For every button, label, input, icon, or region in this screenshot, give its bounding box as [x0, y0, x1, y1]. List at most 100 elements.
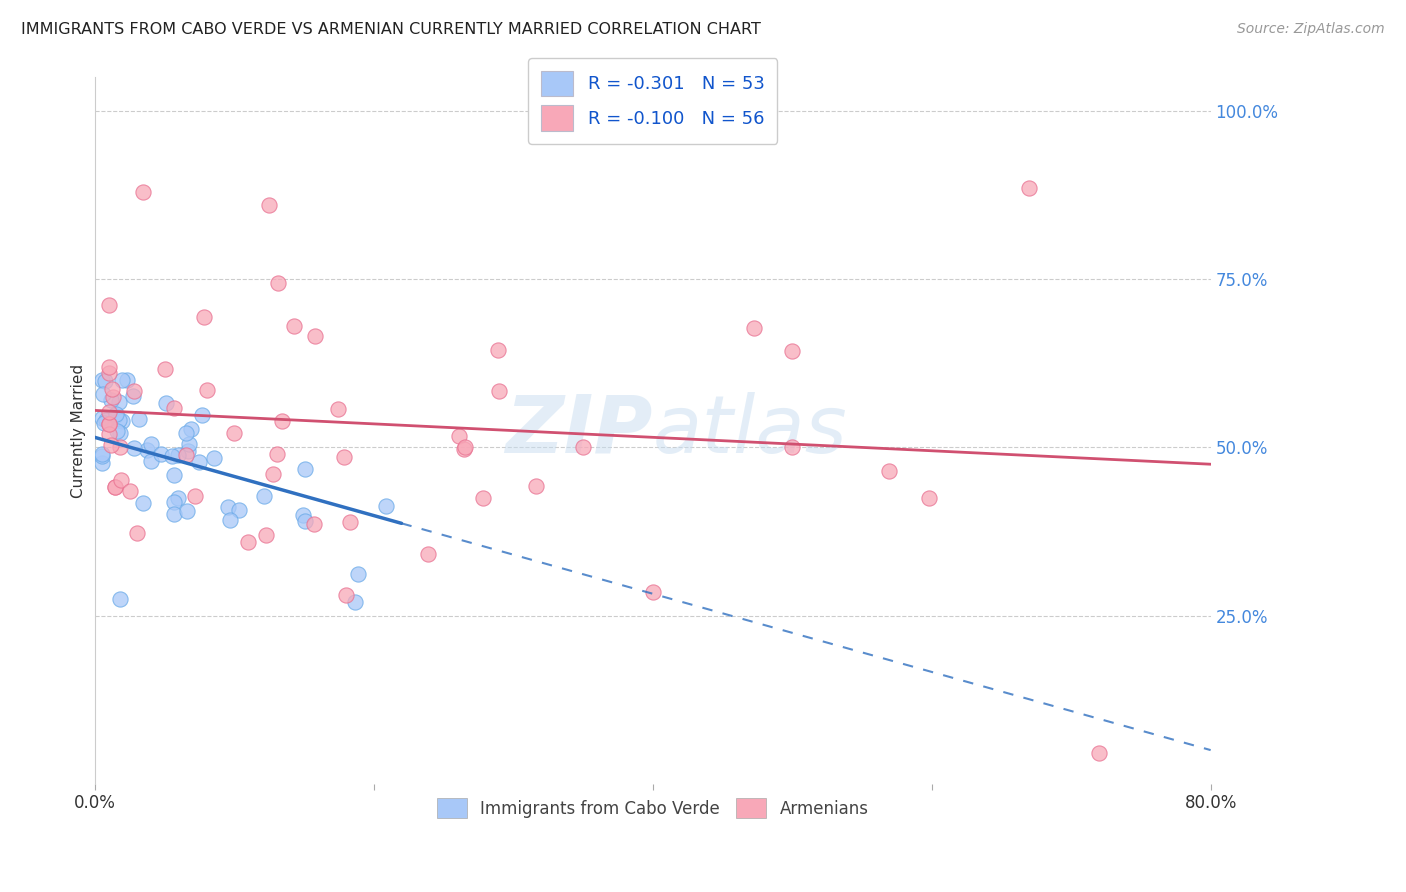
Text: atlas: atlas [652, 392, 848, 469]
Point [641, 585, 664, 599]
Point [262, 467, 284, 482]
Point [174, 425, 197, 440]
Point [97, 366, 120, 380]
Point [105, 424, 128, 438]
Point [97, 298, 120, 312]
Point [191, 408, 214, 422]
Text: IMMIGRANTS FROM CABO VERDE VS ARMENIAN CURRENTLY MARRIED CORRELATION CHART: IMMIGRANTS FROM CABO VERDE VS ARMENIAN C… [21, 22, 761, 37]
Point [97, 426, 120, 441]
Point [141, 436, 163, 450]
Point [454, 440, 477, 454]
Point [347, 567, 370, 582]
Point [163, 401, 186, 415]
Point [193, 310, 215, 324]
Point [488, 384, 510, 399]
Point [217, 500, 239, 514]
Point [163, 467, 186, 482]
Point [122, 441, 145, 455]
Point [150, 447, 173, 461]
Point [153, 362, 176, 376]
Point [486, 343, 509, 358]
Point [294, 514, 316, 528]
Point [195, 383, 218, 397]
Point [416, 547, 439, 561]
Point [218, 513, 240, 527]
Point [270, 415, 292, 429]
Point [163, 495, 186, 509]
Point [125, 526, 148, 541]
Point [744, 321, 766, 335]
Point [184, 489, 207, 503]
Point [202, 450, 225, 465]
Point [90, 373, 112, 387]
Point [176, 448, 198, 462]
Point [128, 412, 150, 426]
Point [339, 516, 361, 530]
Point [292, 508, 315, 522]
Point [120, 483, 142, 498]
Point [1088, 747, 1111, 761]
Point [780, 343, 803, 358]
Point [100, 438, 122, 452]
Point [91, 386, 114, 401]
Point [90, 456, 112, 470]
Legend: Immigrants from Cabo Verde, Armenians: Immigrants from Cabo Verde, Armenians [430, 791, 876, 825]
Point [449, 429, 471, 443]
Point [104, 407, 127, 421]
Point [108, 441, 131, 455]
Point [136, 443, 159, 458]
Point [110, 473, 132, 487]
Point [180, 422, 202, 436]
Point [879, 465, 901, 479]
Point [124, 384, 146, 398]
Point [266, 447, 288, 461]
Point [107, 394, 129, 409]
Point [162, 507, 184, 521]
Point [374, 499, 396, 513]
Text: ZIP: ZIP [505, 392, 652, 469]
Point [90, 449, 112, 463]
Point [188, 454, 211, 468]
Point [917, 491, 939, 505]
Point [304, 516, 326, 531]
Point [328, 401, 350, 416]
Point [110, 414, 132, 428]
Point [294, 462, 316, 476]
Point [332, 450, 354, 465]
Point [132, 496, 155, 510]
Point [780, 441, 803, 455]
Point [94, 374, 117, 388]
Point [100, 393, 122, 408]
Point [100, 382, 122, 396]
Point [176, 503, 198, 517]
Point [101, 391, 124, 405]
Point [177, 437, 200, 451]
Point [343, 595, 366, 609]
Point [90, 410, 112, 425]
Point [524, 479, 547, 493]
Point [108, 413, 131, 427]
Point [104, 409, 127, 424]
Point [108, 591, 131, 606]
Point [266, 277, 288, 291]
Point [115, 373, 138, 387]
Point [96, 413, 118, 427]
Text: Source: ZipAtlas.com: Source: ZipAtlas.com [1237, 22, 1385, 37]
Point [177, 444, 200, 458]
Point [335, 588, 357, 602]
Point [132, 185, 155, 199]
Point [104, 480, 127, 494]
Point [472, 491, 495, 506]
Point [155, 396, 177, 410]
Point [167, 449, 190, 463]
Point [572, 441, 595, 455]
Y-axis label: Currently Married: Currently Married [72, 364, 86, 498]
Point [139, 454, 162, 468]
Point [283, 319, 305, 334]
Point [97, 405, 120, 419]
Point [453, 442, 475, 456]
Point [236, 534, 259, 549]
Point [1018, 181, 1040, 195]
Point [222, 425, 245, 440]
Point [122, 389, 145, 403]
